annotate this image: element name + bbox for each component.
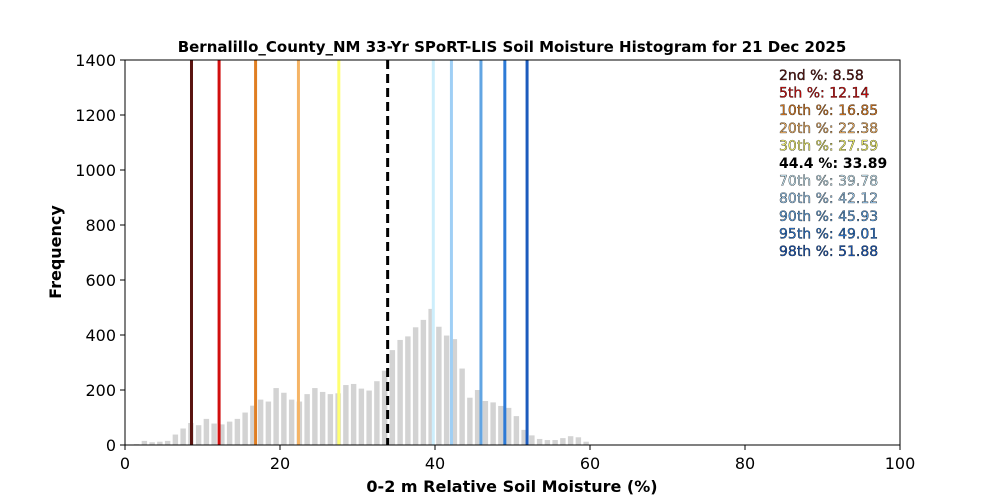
legend-entry: 80th %: 42.12 xyxy=(779,191,878,207)
x-tick-label: 80 xyxy=(735,454,755,473)
plot-frame xyxy=(124,59,901,446)
y-axis-label: Frequency xyxy=(46,205,65,299)
y-tick-label: 1400 xyxy=(75,51,116,70)
histogram-bar xyxy=(498,405,504,445)
histogram-bar xyxy=(203,418,210,445)
histogram-bar xyxy=(195,425,202,445)
histogram-bar xyxy=(250,405,256,445)
histogram-bar xyxy=(164,440,171,445)
histogram-bar xyxy=(529,435,535,445)
histogram-bar xyxy=(521,429,527,445)
histogram-bar xyxy=(467,397,473,445)
histogram-bar xyxy=(219,424,225,445)
y-tick-label: 400 xyxy=(85,326,116,345)
y-tick-label: 600 xyxy=(85,271,116,290)
histogram-bar xyxy=(343,385,349,445)
y-tick-label: 0 xyxy=(106,436,116,455)
histogram-bar xyxy=(536,438,543,445)
histogram-bar xyxy=(482,401,489,445)
legend-entry: 20th %: 22.38 xyxy=(779,121,878,137)
histogram-bar xyxy=(281,392,287,445)
x-tick-label: 0 xyxy=(120,454,130,473)
x-axis-label: 0-2 m Relative Soil Moisture (%) xyxy=(366,477,657,496)
histogram-bar xyxy=(172,434,179,445)
x-axis-ticks: 0 20 40 60 80 100 xyxy=(120,445,915,473)
histogram-bar xyxy=(358,388,365,445)
histogram-bar xyxy=(304,394,310,445)
histogram-bar xyxy=(180,428,186,445)
histogram-bar xyxy=(273,388,279,445)
histogram-bar xyxy=(141,440,148,445)
histogram-bar xyxy=(490,402,496,445)
legend-entry: 98th %: 51.88 xyxy=(779,244,878,260)
histogram-bar xyxy=(567,436,574,445)
histogram-bar xyxy=(319,391,326,445)
histogram-bar xyxy=(397,339,403,445)
histogram-bar xyxy=(211,423,217,445)
chart-title: Bernalillo_County_NM 33-Yr SPoRT-LIS Soi… xyxy=(178,38,847,56)
histogram-bar xyxy=(474,390,481,445)
histogram-bar xyxy=(544,440,551,445)
histogram-bar xyxy=(443,335,450,445)
legend-entry: 44.4 %: 33.89 xyxy=(779,156,887,172)
histogram-bar xyxy=(366,390,372,445)
legend-entry: 90th %: 45.93 xyxy=(779,209,878,225)
histogram-bar xyxy=(575,437,582,445)
percentile-lines-group xyxy=(189,60,529,445)
legend-entry: 10th %: 16.85 xyxy=(779,103,878,119)
x-tick-label: 40 xyxy=(425,454,445,473)
y-axis-ticks: 0 200 400 600 800 1000 1200 1400 xyxy=(75,51,125,455)
histogram-bar xyxy=(288,399,295,445)
histogram-bar xyxy=(350,383,357,445)
histogram-bar xyxy=(265,401,272,445)
histogram-bar xyxy=(374,381,380,445)
histogram-bar xyxy=(226,421,233,445)
legend-entry: 30th %: 27.59 xyxy=(779,138,878,154)
legend-entry: 5th %: 12.14 xyxy=(779,86,869,102)
histogram-bar xyxy=(451,339,458,445)
histogram-bar xyxy=(513,416,520,445)
histogram-bar xyxy=(428,308,434,445)
histogram-bar xyxy=(552,440,558,445)
x-tick-label: 100 xyxy=(885,454,916,473)
x-tick-label: 20 xyxy=(270,454,290,473)
histogram-bar xyxy=(234,418,241,445)
y-tick-label: 200 xyxy=(85,381,116,400)
bars-group xyxy=(133,308,589,445)
legend-entry: 70th %: 39.78 xyxy=(779,174,878,190)
histogram-bar xyxy=(242,412,248,445)
histogram-bar xyxy=(389,350,396,445)
histogram-bar xyxy=(420,319,427,445)
histogram-bar xyxy=(436,326,442,445)
histogram-bar xyxy=(405,336,411,445)
histogram-bar xyxy=(149,442,155,445)
y-tick-label: 1000 xyxy=(75,161,116,180)
histogram-bar xyxy=(560,438,566,445)
histogram-bar xyxy=(459,368,465,445)
legend-entry: 95th %: 49.01 xyxy=(779,226,878,242)
histogram-bar xyxy=(327,394,334,445)
legend-entry: 2nd %: 8.58 xyxy=(779,68,864,84)
histogram-bar xyxy=(312,388,318,445)
histogram-bar xyxy=(381,370,388,445)
x-tick-label: 60 xyxy=(580,454,600,473)
y-tick-label: 800 xyxy=(85,216,116,235)
histogram-bar xyxy=(505,407,512,445)
histogram-bar xyxy=(257,399,264,445)
histogram-bar xyxy=(412,327,419,445)
histogram-bar xyxy=(157,441,163,445)
y-tick-label: 1200 xyxy=(75,106,116,125)
histogram-bar xyxy=(583,441,589,445)
